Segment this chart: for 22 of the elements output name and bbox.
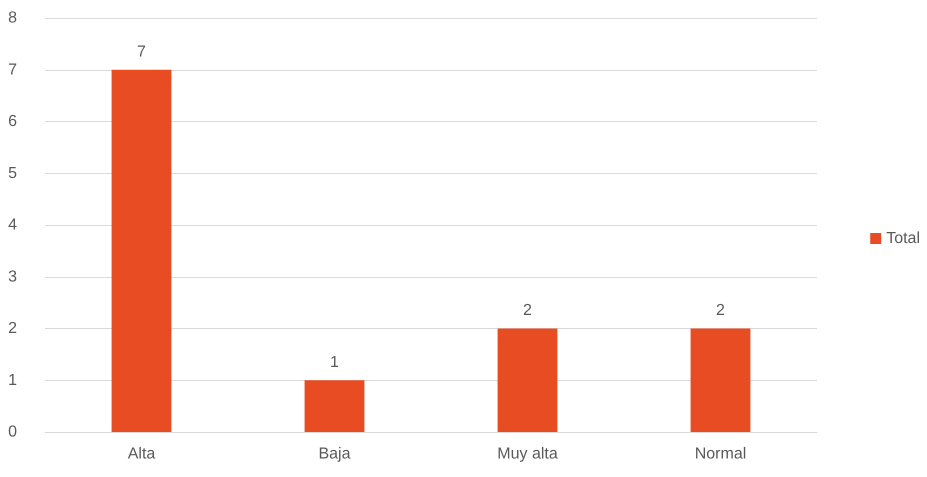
data-label: 2: [523, 302, 532, 319]
x-tick-label: Muy alta: [497, 446, 558, 462]
bar: [304, 380, 364, 432]
data-label: 1: [330, 354, 340, 371]
y-tick-label: 7: [8, 61, 18, 78]
y-tick-label: 4: [8, 216, 18, 234]
bar: [498, 328, 558, 432]
y-tick-label: 3: [8, 268, 18, 286]
y-tick-label: 5: [8, 164, 18, 182]
y-tick-label: 2: [8, 320, 18, 337]
x-tick-label: Baja: [318, 446, 351, 462]
y-tick-label: 1: [8, 372, 18, 389]
bar: [112, 70, 172, 432]
y-tick-label: 6: [8, 113, 18, 130]
y-tick-label: 0: [8, 424, 18, 440]
y-tick-label: 8: [8, 10, 18, 26]
data-label: 2: [716, 302, 726, 319]
x-tick-label: Alta: [128, 446, 156, 462]
legend-label: Total: [886, 230, 920, 247]
bar: [690, 328, 750, 432]
x-tick-label: Normal: [694, 446, 746, 462]
data-label: 7: [137, 43, 146, 60]
